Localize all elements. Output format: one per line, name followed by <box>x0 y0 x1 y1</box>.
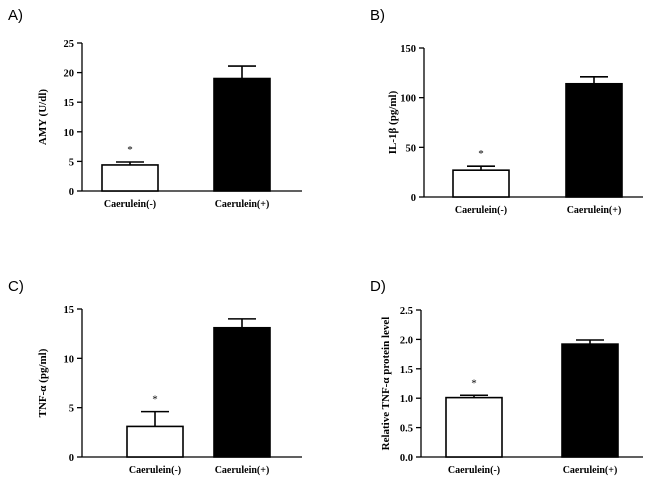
y-tick-label: 2.5 <box>400 306 413 317</box>
bar <box>565 82 623 198</box>
panel-letter: A) <box>8 7 23 24</box>
chart-panel: B) 0 50 100 150 * Caerulein(-) Caerulein(+) IL-1… <box>370 7 643 216</box>
x-tick-label: Caerulein(+) <box>567 205 622 216</box>
bar <box>101 164 159 192</box>
chart-panel: D) 0.0 0.5 1.0 1.5 2.0 2.5 * Caerulein(-) Caerule… <box>370 278 643 476</box>
x-tick-label: Caerulein(+) <box>215 199 270 210</box>
bar <box>213 326 271 458</box>
x-tick-label: Caerulein(+) <box>215 465 270 476</box>
x-tick-label: Caerulein(-) <box>448 465 500 476</box>
panel-letter: D) <box>370 278 386 295</box>
y-axis-label: AMY (U/dl) <box>37 89 49 145</box>
x-tick-label: Caerulein(-) <box>129 465 181 476</box>
y-tick-label: 0 <box>69 453 74 464</box>
y-tick-label: 15 <box>64 305 75 316</box>
y-tick-label: 0 <box>411 193 416 204</box>
y-tick-label: 0.5 <box>400 424 413 435</box>
significance-marker: * <box>152 394 158 406</box>
y-axis-label: IL-1β (pg/ml) <box>387 90 399 154</box>
bar <box>445 396 503 458</box>
panel-letter: C) <box>8 278 24 295</box>
chart-panel: C) 0 5 10 15 * Caerulein(-) Caerulein(+) TNF-α (… <box>8 278 302 476</box>
y-tick-label: 20 <box>64 69 75 80</box>
y-tick-label: 10 <box>64 354 75 365</box>
chart-panel: A) 0 5 10 15 20 25 * Caerulein(-) Caerulein(+) AMY… <box>8 7 302 210</box>
y-tick-label: 1.0 <box>400 394 413 405</box>
y-tick-label: 5 <box>69 157 74 168</box>
y-tick-label: 2.0 <box>400 335 413 346</box>
y-tick-label: 50 <box>406 143 417 154</box>
y-tick-label: 25 <box>64 39 75 50</box>
bar <box>452 169 510 198</box>
significance-marker: * <box>127 144 133 156</box>
y-tick-label: 1.5 <box>400 365 413 376</box>
bar <box>561 343 619 458</box>
y-axis-label: TNF-α (pg/ml) <box>37 348 49 417</box>
bar <box>126 425 184 458</box>
y-tick-label: 100 <box>400 94 416 105</box>
y-axis-label: Relative TNF-α protein level <box>380 317 392 451</box>
significance-marker: * <box>471 377 477 389</box>
y-tick-label: 15 <box>64 98 75 109</box>
significance-marker: * <box>478 148 484 160</box>
panel-letter: B) <box>370 7 385 24</box>
bar <box>213 77 271 192</box>
x-tick-label: Caerulein(+) <box>563 465 618 476</box>
y-tick-label: 0.0 <box>400 453 413 464</box>
y-tick-label: 0 <box>69 187 74 198</box>
y-tick-label: 5 <box>69 404 74 415</box>
x-tick-label: Caerulein(-) <box>455 205 507 216</box>
y-tick-label: 10 <box>64 128 75 139</box>
x-tick-label: Caerulein(-) <box>104 199 156 210</box>
y-tick-label: 150 <box>400 44 416 55</box>
